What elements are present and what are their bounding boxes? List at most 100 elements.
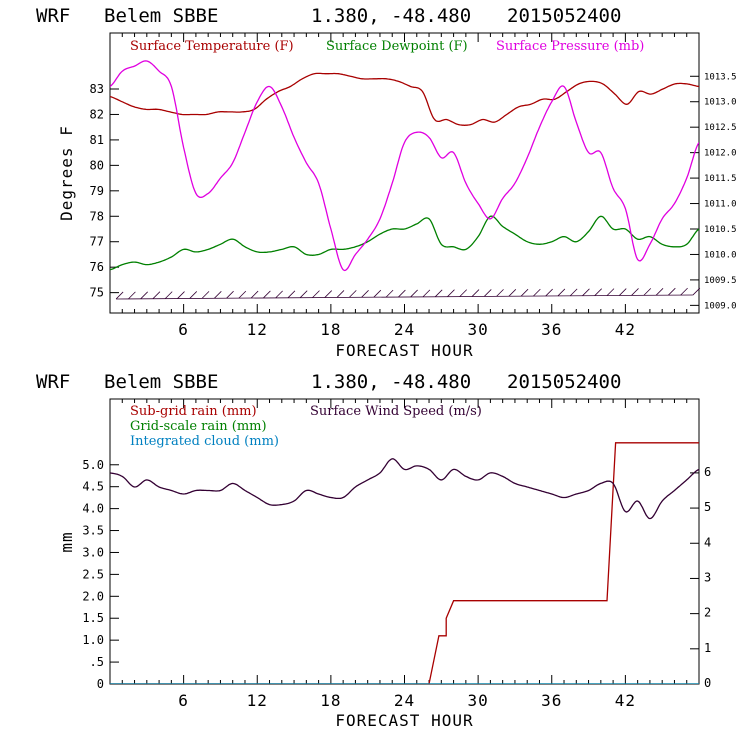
wind-barb bbox=[618, 288, 627, 296]
y2-tick-label: 1012.5 bbox=[704, 123, 737, 133]
legend-entry: Sub-grid rain (mm) bbox=[130, 404, 257, 419]
y2-tick-label: 5 bbox=[704, 500, 711, 514]
y-tick-label: 1.5 bbox=[82, 611, 104, 625]
wind-barb bbox=[164, 291, 173, 299]
series-group bbox=[110, 60, 699, 272]
wind-barb bbox=[250, 290, 259, 299]
legend-entry: Surface Temperature (F) bbox=[130, 39, 294, 54]
x-tick-label: 24 bbox=[394, 320, 415, 339]
wind-barb bbox=[324, 290, 333, 298]
wind-barb bbox=[263, 290, 271, 299]
y2-tick-label: 1011.0 bbox=[704, 200, 737, 210]
wind-barb bbox=[128, 291, 136, 300]
y2-tick-label: 2 bbox=[704, 606, 711, 620]
wind-barb bbox=[533, 288, 541, 297]
legend-entry: Integrated cloud (mm) bbox=[130, 434, 279, 449]
y-tick-label: 80 bbox=[90, 158, 104, 172]
legend-entry: Surface Dewpoint (F) bbox=[326, 39, 468, 54]
y-tick-label: 81 bbox=[90, 133, 104, 147]
wind-barb bbox=[557, 288, 566, 297]
wind-barb bbox=[312, 290, 320, 298]
x-tick-label: 36 bbox=[541, 320, 562, 339]
header-run: 2015052400 bbox=[507, 5, 621, 27]
wind-barb bbox=[361, 290, 369, 298]
wind-barb bbox=[115, 291, 124, 300]
y-axis-label: Degrees F bbox=[57, 125, 76, 221]
x-tick-label: 24 bbox=[394, 691, 415, 710]
legend-entry: Surface Wind Speed (m/s) bbox=[310, 404, 482, 419]
wind-barb bbox=[152, 291, 161, 299]
x-axis-label: FORECAST HOUR bbox=[335, 711, 473, 730]
header-station: Belem SBBE bbox=[104, 371, 218, 393]
x-tick-label: 42 bbox=[615, 320, 636, 339]
wind-barb bbox=[447, 289, 455, 297]
x-tick-label: 12 bbox=[247, 320, 268, 339]
y2-tick-label: 1010.5 bbox=[704, 225, 737, 235]
wind-barb bbox=[226, 290, 234, 299]
y-tick-label: 2.5 bbox=[82, 567, 104, 581]
header-coords: 1.380, -48.480 bbox=[311, 5, 471, 27]
y2-tick-label: 6 bbox=[704, 465, 711, 479]
y-tick-label: 82 bbox=[90, 107, 104, 121]
wind-barb bbox=[594, 288, 602, 296]
y2-tick-label: 1012.0 bbox=[704, 149, 737, 159]
top-panel: WRF Belem SBBE 1.380, -48.480 2015052400 6 12… bbox=[36, 5, 737, 360]
wind-barb bbox=[631, 288, 639, 296]
y-tick-label: 75 bbox=[90, 286, 104, 300]
wind-barb bbox=[496, 289, 504, 297]
header-model: WRF bbox=[36, 5, 70, 27]
wind-barb bbox=[177, 291, 185, 299]
wind-barb bbox=[582, 288, 590, 297]
y2-tick-label: 0 bbox=[704, 676, 711, 690]
x-tick-label: 6 bbox=[178, 691, 189, 710]
legend-entry: Surface Pressure (mb) bbox=[496, 39, 644, 54]
y2-tick-label: 1013.0 bbox=[704, 98, 737, 108]
wind-barb bbox=[214, 291, 222, 299]
surface-pressure-line bbox=[110, 60, 699, 272]
x-axis-label: FORECAST HOUR bbox=[335, 341, 473, 360]
y2-tick-label: 4 bbox=[704, 535, 711, 549]
wind-barb bbox=[422, 289, 431, 298]
y2-tick-label: 1009.0 bbox=[704, 301, 737, 311]
y-tick-label: 5.0 bbox=[82, 458, 104, 472]
header-station: Belem SBBE bbox=[104, 5, 218, 27]
surface-wind-speed-line bbox=[110, 458, 699, 520]
y2-tick-label: 1010.0 bbox=[704, 250, 737, 260]
y2-tick-label: 1013.5 bbox=[704, 72, 737, 82]
y-tick-label: 1.0 bbox=[82, 633, 104, 647]
wind-barb bbox=[692, 287, 701, 296]
y-tick-label: .5 bbox=[90, 655, 104, 669]
wind-barb bbox=[545, 288, 553, 297]
wind-barb bbox=[606, 288, 615, 296]
header-run: 2015052400 bbox=[507, 371, 621, 393]
plot-frame bbox=[109, 32, 700, 314]
wind-barb bbox=[459, 289, 468, 297]
surface-temperature-line bbox=[110, 72, 699, 126]
wind-barb bbox=[569, 288, 578, 297]
x-tick-label: 30 bbox=[467, 320, 488, 339]
wind-barb bbox=[348, 290, 357, 298]
y-tick-label: 0 bbox=[97, 677, 104, 691]
y2-tick-label: 1 bbox=[704, 641, 711, 655]
y2-tick-label: 1011.5 bbox=[704, 174, 737, 184]
wind-barb bbox=[189, 291, 198, 299]
wind-barb bbox=[643, 288, 652, 296]
wind-barb bbox=[508, 289, 517, 297]
y-tick-label: 83 bbox=[90, 82, 104, 96]
y-tick-label: 78 bbox=[90, 209, 104, 223]
wind-barb-baseline bbox=[116, 294, 693, 300]
y2-tick-label: 1009.5 bbox=[704, 276, 737, 286]
wind-barb bbox=[520, 288, 529, 297]
y-axis-label: mm bbox=[57, 531, 76, 552]
wind-barb bbox=[201, 291, 210, 299]
x-tick-label: 18 bbox=[320, 320, 341, 339]
y-tick-label: 3.5 bbox=[82, 524, 104, 538]
y-tick-label: 79 bbox=[90, 184, 104, 198]
wind-barb bbox=[287, 290, 296, 299]
header-coords: 1.380, -48.480 bbox=[311, 371, 471, 393]
legend-entry: Grid-scale rain (mm) bbox=[130, 419, 267, 434]
x-tick-label: 30 bbox=[467, 691, 488, 710]
series-group bbox=[110, 442, 699, 684]
